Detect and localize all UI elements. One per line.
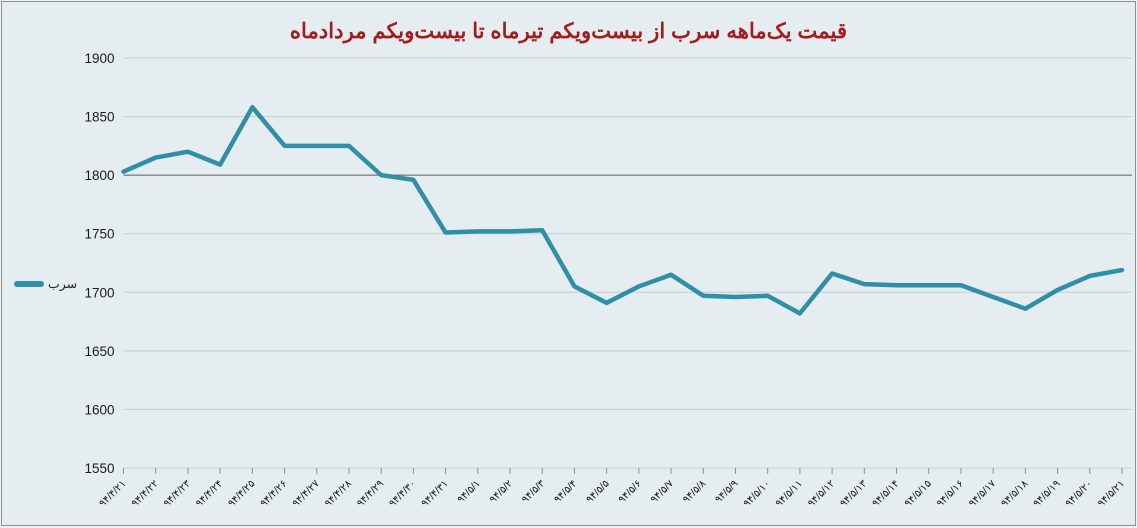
svg-text:۹۴/۵/۱۵: ۹۴/۵/۱۵ (903, 478, 934, 509)
svg-text:۹۴/۵/۸: ۹۴/۵/۸ (681, 478, 709, 506)
svg-text:۹۴/۵/۱۸: ۹۴/۵/۱۸ (999, 478, 1031, 510)
svg-text:1550: 1550 (84, 461, 114, 476)
svg-text:۹۴/۵/۱۳: ۹۴/۵/۱۳ (838, 478, 870, 510)
svg-text:۹۴/۵/۲۱: ۹۴/۵/۲۱ (1096, 478, 1127, 509)
svg-text:۹۴/۵/۱۱: ۹۴/۵/۱۱ (774, 478, 805, 509)
svg-text:۹۴/۵/۱: ۹۴/۵/۱ (456, 478, 483, 505)
svg-text:۹۴/۵/۱۲: ۹۴/۵/۱۲ (806, 478, 837, 509)
svg-text:۹۴/۵/۲۰: ۹۴/۵/۲۰ (1064, 478, 1095, 509)
svg-text:۹۴/۵/۱۹: ۹۴/۵/۱۹ (1032, 478, 1063, 509)
svg-text:۹۴/۵/۱۴: ۹۴/۵/۱۴ (871, 478, 902, 509)
svg-text:۹۴/۵/۵: ۹۴/۵/۵ (585, 478, 612, 505)
svg-text:۹۴/۴/۲۲: ۹۴/۴/۲۲ (130, 478, 161, 509)
svg-text:۹۴/۴/۲۳: ۹۴/۴/۲۳ (162, 478, 194, 510)
svg-text:۹۴/۵/۴: ۹۴/۵/۴ (552, 478, 579, 505)
svg-text:1750: 1750 (84, 227, 114, 242)
svg-text:1900: 1900 (84, 51, 114, 66)
svg-text:1700: 1700 (84, 285, 114, 300)
svg-text:۹۴/۵/۱۶: ۹۴/۵/۱۶ (935, 478, 966, 509)
svg-text:۹۴/۴/۲۷: ۹۴/۴/۲۷ (291, 478, 323, 510)
svg-text:1800: 1800 (84, 168, 114, 183)
svg-text:۹۴/۴/۲۱: ۹۴/۴/۲۱ (97, 478, 128, 509)
svg-text:۹۴/۵/۶: ۹۴/۵/۶ (617, 478, 644, 505)
svg-text:۹۴/۵/۳: ۹۴/۵/۳ (520, 478, 548, 506)
svg-text:۹۴/۴/۲۹: ۹۴/۴/۲۹ (355, 478, 386, 509)
svg-text:۹۴/۵/۹: ۹۴/۵/۹ (713, 478, 740, 505)
svg-text:1600: 1600 (84, 402, 114, 417)
svg-text:1650: 1650 (84, 344, 114, 359)
svg-text:۹۴/۵/۲: ۹۴/۵/۲ (488, 478, 515, 505)
svg-text:۹۴/۵/۱۰: ۹۴/۵/۱۰ (742, 478, 773, 509)
svg-text:۹۴/۴/۲۸: ۹۴/۴/۲۸ (323, 478, 355, 510)
svg-text:۹۴/۴/۳۰: ۹۴/۴/۳۰ (387, 478, 418, 509)
svg-text:۹۴/۵/۱۷: ۹۴/۵/۱۷ (967, 478, 999, 510)
svg-text:۹۴/۴/۳۱: ۹۴/۴/۳۱ (420, 478, 451, 509)
svg-text:1850: 1850 (84, 110, 114, 125)
svg-text:۹۴/۴/۲۴: ۹۴/۴/۲۴ (194, 478, 225, 509)
svg-text:۹۴/۴/۲۶: ۹۴/۴/۲۶ (259, 478, 290, 509)
svg-text:۹۴/۴/۲۵: ۹۴/۴/۲۵ (226, 478, 257, 509)
svg-text:۹۴/۵/۷: ۹۴/۵/۷ (649, 478, 677, 506)
